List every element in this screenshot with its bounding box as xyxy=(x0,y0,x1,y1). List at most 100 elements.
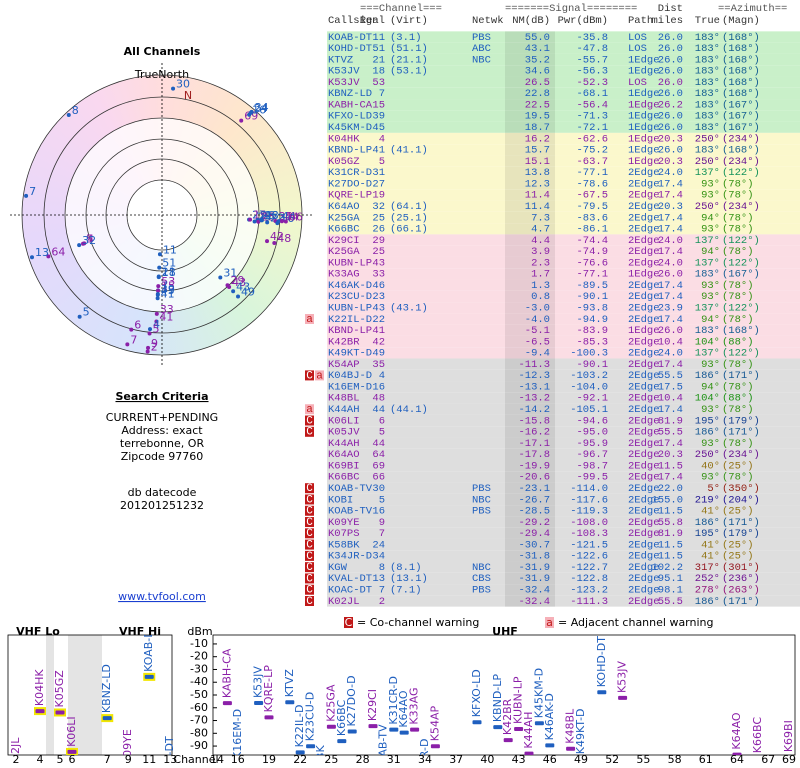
row-background xyxy=(327,121,800,133)
marker-label: K27DO-D xyxy=(345,675,358,726)
marker-label: K45KM-D xyxy=(532,668,545,718)
cell-pwr: -98.7 xyxy=(576,460,608,472)
cell-callsign: KUBN-LP xyxy=(328,257,372,269)
warning-icon xyxy=(305,562,314,573)
cell-path: 2Edge xyxy=(628,393,660,405)
cell-callsign: KBND-LP xyxy=(328,325,372,337)
cell-magn: (78°) xyxy=(722,438,754,450)
cell-pwr: -117.6 xyxy=(570,494,608,506)
cell-true: 93° xyxy=(701,224,720,236)
cell-real: 19 xyxy=(372,190,385,202)
cell-callsign: K53JV xyxy=(328,66,360,78)
cell-path: 2Edge xyxy=(628,585,660,597)
cell-pwr: -90.1 xyxy=(576,291,608,303)
x-tick-label: 49 xyxy=(574,753,588,766)
cell-magn: (122°) xyxy=(722,167,760,179)
cell-pwr: -123.2 xyxy=(570,585,608,597)
warning-letter: a xyxy=(306,404,313,416)
cell-real: 43 xyxy=(372,303,385,315)
station-dot xyxy=(239,118,244,123)
marker-label: K48BL xyxy=(564,708,577,744)
criteria: terrebonne, OR xyxy=(120,437,205,450)
cell-magn: (167°) xyxy=(722,269,760,281)
cell-pwr: -96.7 xyxy=(576,449,608,461)
cell-dist: 26.0 xyxy=(658,77,683,89)
cell-path: 2Edge xyxy=(628,562,660,574)
cell-true: 250° xyxy=(695,201,720,213)
cell-true: 41° xyxy=(701,551,720,563)
nm-shade xyxy=(505,234,555,246)
warning-icon xyxy=(305,415,314,426)
cell-path: 2Edge xyxy=(628,539,660,551)
cell-nm: 15.1 xyxy=(525,156,550,168)
marker-label: KOAB-DT xyxy=(142,622,155,672)
station-label: 48 xyxy=(277,232,291,245)
cell-callsign: KOHD-DT xyxy=(328,43,372,55)
nm-shade xyxy=(505,268,555,280)
cell-true: 250° xyxy=(695,133,720,145)
cell-pwr: -71.3 xyxy=(576,111,608,123)
station-label: 29 xyxy=(230,274,244,287)
marker-label: K53JV xyxy=(252,666,265,698)
cell-nm: -12.3 xyxy=(518,370,550,382)
panel-title: UHF xyxy=(492,625,518,638)
row-background xyxy=(327,189,800,201)
cell-dist: 24.0 xyxy=(658,235,683,247)
station-dot xyxy=(155,292,160,297)
cell-path: 2Edge xyxy=(628,472,660,484)
cell-true: 93° xyxy=(701,404,720,416)
cell-netwk: PBS xyxy=(472,585,491,597)
cell-callsign: KVAL-DT xyxy=(328,573,372,585)
station-label: 45 xyxy=(161,284,175,297)
row-background xyxy=(327,31,800,43)
cell-magn: (168°) xyxy=(722,325,760,337)
cell-nm: 4.7 xyxy=(531,224,550,236)
cell-real: 4 xyxy=(379,370,385,382)
cell-pwr: -100.3 xyxy=(570,348,608,360)
cell-dist: 11.5 xyxy=(658,551,683,563)
cell-true: 186° xyxy=(695,596,720,608)
nm-shade xyxy=(505,166,555,178)
station-label: 51 xyxy=(162,257,176,270)
criteria-title: Search Criteria xyxy=(115,390,208,403)
cell-callsign: K46AK-D xyxy=(328,280,372,292)
cell-callsign: K53JV xyxy=(328,77,360,89)
cell-dist: 10.4 xyxy=(658,393,683,405)
warning-icon xyxy=(305,494,314,505)
x-tick-label: 4 xyxy=(37,753,44,766)
cell-callsign: K45KM-D xyxy=(328,122,372,134)
warning-letter: C xyxy=(306,506,313,518)
row-background xyxy=(327,313,800,325)
cell-magn: (179°) xyxy=(722,528,760,540)
row-background xyxy=(327,448,800,460)
station-label: 5 xyxy=(83,306,90,319)
x-tick-label: 6 xyxy=(69,753,76,766)
cell-callsign: K66BC xyxy=(328,224,360,236)
x-tick-label: 7 xyxy=(104,753,111,766)
cell-pwr: -74.9 xyxy=(576,246,608,258)
cell-true: 40° xyxy=(701,460,720,472)
cell-nm: 16.2 xyxy=(525,133,550,145)
marker-label: K22IL-D xyxy=(293,704,306,747)
cell-nm: 7.3 xyxy=(531,212,550,224)
nm-shade xyxy=(505,121,555,133)
cell-callsign: K25GA xyxy=(328,212,360,224)
cell-callsign: K22IL-D xyxy=(328,314,372,326)
x-tick-label: 2 xyxy=(13,753,20,766)
cell-pwr: -83.6 xyxy=(576,212,608,224)
warning-letter: C xyxy=(306,483,313,495)
cell-dist: 17.4 xyxy=(658,212,683,224)
cell-virt: (7.1) xyxy=(390,585,422,597)
nm-shade xyxy=(505,414,555,427)
cell-true: 278° xyxy=(695,585,720,597)
nm-shade xyxy=(505,144,555,156)
nm-shade xyxy=(505,381,555,393)
cell-real: 7 xyxy=(379,528,385,540)
warning-icon xyxy=(305,528,314,539)
nm-shade xyxy=(505,245,555,257)
cell-path: 2Edge xyxy=(628,449,660,461)
cell-magn: (234°) xyxy=(722,201,760,213)
cell-pwr: -105.1 xyxy=(570,404,608,416)
cell-callsign: K27DO-D xyxy=(328,178,372,190)
site-link[interactable]: www.tvfool.com xyxy=(118,590,206,603)
